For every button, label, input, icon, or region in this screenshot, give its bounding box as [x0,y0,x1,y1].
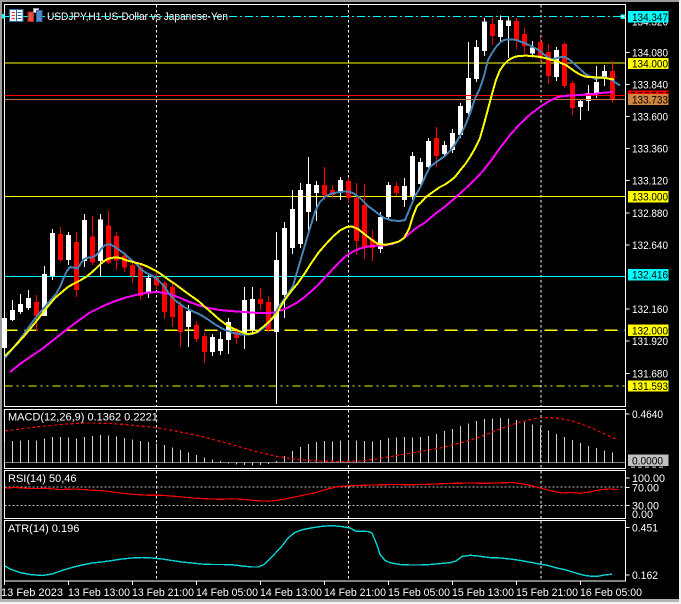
svg-text:131.920: 131.920 [632,336,668,348]
svg-text:15 Feb 21:00: 15 Feb 21:00 [516,587,578,599]
svg-text:30.00: 30.00 [632,501,659,513]
svg-text:132.880: 132.880 [632,208,668,220]
svg-text:16 Feb 05:00: 16 Feb 05:00 [580,587,642,599]
svg-text:132.160: 132.160 [632,304,668,316]
svg-text:0.00: 0.00 [632,509,653,521]
svg-text:13 Feb 13:00: 13 Feb 13:00 [68,587,130,599]
svg-text:14 Feb 13:00: 14 Feb 13:00 [260,587,322,599]
svg-text:133.120: 133.120 [632,176,668,188]
svg-text:0.0000: 0.0000 [632,455,663,467]
svg-text:0.4640: 0.4640 [632,409,663,421]
svg-text:133.000: 133.000 [632,192,668,204]
svg-text:134.080: 134.080 [632,47,668,59]
svg-text:134.000: 134.000 [632,59,668,71]
svg-text:133.600: 133.600 [632,112,668,124]
svg-text:15 Feb 13:00: 15 Feb 13:00 [452,587,514,599]
svg-text:15 Feb 05:00: 15 Feb 05:00 [388,587,450,599]
svg-text:14 Feb 05:00: 14 Feb 05:00 [196,587,258,599]
svg-text:133.360: 133.360 [632,144,668,156]
svg-text:133.733: 133.733 [632,95,668,107]
svg-text:14 Feb 21:00: 14 Feb 21:00 [324,587,386,599]
svg-text:100.00: 100.00 [632,473,665,485]
svg-text:134.347: 134.347 [632,12,668,24]
svg-text:USDJPY,H1 US-Dollar vs Japane: USDJPY,H1 US-Dollar vs Japanese-Yen [47,11,228,23]
svg-text:0.162: 0.162 [632,570,658,582]
svg-text:132.000: 132.000 [632,325,668,337]
svg-text:ATR(14) 0.196: ATR(14) 0.196 [8,523,79,535]
svg-text:131.680: 131.680 [632,368,668,380]
svg-text:131.593: 131.593 [632,381,668,393]
svg-text:133.840: 133.840 [632,79,668,91]
svg-text:13 Feb 21:00: 13 Feb 21:00 [132,587,194,599]
svg-text:132.416: 132.416 [632,270,668,282]
svg-text:RSI(14) 50,46: RSI(14) 50,46 [8,473,76,485]
svg-text:13 Feb 2023: 13 Feb 2023 [1,587,63,599]
svg-text:70.00: 70.00 [632,483,659,495]
svg-text:132.640: 132.640 [632,240,668,252]
svg-text:MACD(12,26,9) 0.1362 0.2221: MACD(12,26,9) 0.1362 0.2221 [8,412,158,424]
svg-text:0.451: 0.451 [632,523,658,535]
